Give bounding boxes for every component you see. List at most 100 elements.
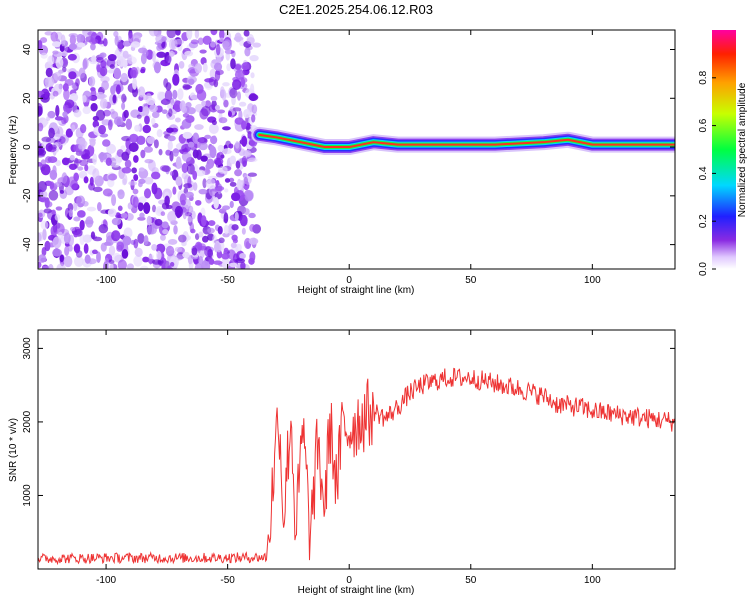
noise-blob bbox=[115, 212, 121, 219]
noise-blob bbox=[218, 166, 228, 174]
noise-blob bbox=[71, 124, 76, 132]
noise-blob bbox=[223, 247, 229, 253]
bottom-y-tick-label: 3000 bbox=[22, 337, 33, 360]
noise-blob bbox=[211, 119, 217, 126]
noise-blob bbox=[101, 80, 109, 91]
noise-blob bbox=[38, 181, 47, 193]
noise-blob bbox=[161, 165, 171, 173]
noise-blob bbox=[174, 38, 185, 45]
noise-blob bbox=[115, 84, 121, 95]
noise-blob bbox=[55, 56, 64, 69]
noise-blob bbox=[107, 69, 115, 74]
noise-blob bbox=[133, 255, 143, 267]
noise-blob bbox=[90, 231, 96, 240]
noise-blob bbox=[248, 237, 259, 245]
noise-blob bbox=[250, 72, 255, 79]
bottom-y-tick-label: 1000 bbox=[22, 484, 33, 507]
noise-blob bbox=[138, 178, 146, 185]
snr-frame bbox=[37, 329, 676, 570]
noise-blob bbox=[96, 56, 104, 63]
noise-blob bbox=[98, 124, 107, 135]
noise-blob bbox=[180, 199, 186, 206]
noise-blob bbox=[102, 38, 108, 47]
noise-blob bbox=[182, 251, 190, 259]
noise-blob bbox=[61, 50, 68, 57]
noise-blob bbox=[110, 156, 121, 163]
noise-blob bbox=[114, 49, 121, 58]
noise-blob bbox=[69, 154, 75, 161]
noise-blob bbox=[167, 210, 177, 223]
noise-blob bbox=[218, 237, 225, 244]
noise-blob bbox=[143, 188, 152, 199]
noise-blob bbox=[246, 37, 255, 45]
noise-blob bbox=[68, 43, 77, 50]
noise-blob bbox=[108, 245, 116, 256]
noise-blob bbox=[59, 254, 64, 263]
noise-blob bbox=[107, 178, 115, 188]
noise-blob bbox=[95, 91, 105, 100]
noise-blob bbox=[124, 159, 132, 169]
top-x-ticks: -100 -50 0 50 100 bbox=[96, 30, 601, 286]
noise-blob bbox=[64, 104, 69, 110]
noise-blob bbox=[146, 225, 155, 235]
noise-blob bbox=[90, 102, 98, 112]
noise-blob bbox=[156, 44, 162, 52]
noise-blob bbox=[100, 76, 110, 83]
noise-blob bbox=[172, 147, 179, 157]
noise-blob bbox=[182, 83, 191, 91]
noise-blob bbox=[241, 135, 248, 147]
noise-blob bbox=[132, 77, 138, 90]
noise-blob bbox=[40, 220, 49, 230]
noise-blob bbox=[73, 244, 80, 253]
noise-blob bbox=[208, 123, 219, 135]
noise-blob bbox=[249, 223, 256, 232]
noise-blob bbox=[68, 163, 78, 170]
noise-blob bbox=[154, 218, 163, 226]
noise-blob bbox=[161, 109, 168, 114]
noise-blob bbox=[128, 142, 139, 153]
noise-blob bbox=[172, 73, 180, 86]
noise-blob bbox=[83, 243, 89, 254]
noise-blob bbox=[165, 82, 172, 91]
noise-blob bbox=[123, 109, 129, 119]
noise-blob bbox=[143, 146, 153, 153]
noise-blob bbox=[83, 176, 89, 184]
noise-blob bbox=[106, 143, 117, 154]
noise-blob bbox=[99, 98, 108, 109]
noise-blob bbox=[117, 55, 126, 67]
noise-blob bbox=[153, 139, 159, 149]
noise-blob bbox=[187, 216, 193, 223]
noise-blob bbox=[190, 39, 199, 45]
noise-blob bbox=[38, 105, 43, 116]
bottom-x-ticks: -100 -50 0 50 100 bbox=[96, 330, 601, 586]
noise-blob bbox=[42, 228, 47, 241]
noise-blob bbox=[166, 30, 177, 39]
noise-blob bbox=[234, 64, 242, 70]
noise-blob bbox=[84, 254, 91, 264]
noise-blob bbox=[151, 50, 156, 63]
noise-blob bbox=[195, 233, 200, 241]
noise-blob bbox=[140, 265, 149, 269]
spectrogram-frame bbox=[37, 29, 676, 270]
noise-blob bbox=[86, 206, 97, 212]
noise-blob bbox=[142, 124, 151, 134]
noise-blob bbox=[78, 173, 85, 178]
noise-blob bbox=[89, 38, 99, 45]
noise-blob bbox=[244, 191, 254, 202]
noise-blob bbox=[158, 148, 163, 156]
noise-blob bbox=[134, 247, 143, 257]
noise-blob bbox=[38, 232, 42, 243]
noise-blob bbox=[40, 164, 51, 176]
noise-blob bbox=[241, 62, 250, 71]
top-x-tick-label: -50 bbox=[220, 275, 235, 286]
noise-blob bbox=[78, 67, 86, 79]
noise-blob bbox=[241, 156, 247, 168]
noise-blob bbox=[152, 111, 160, 119]
noise-blob bbox=[69, 92, 79, 102]
noise-blob bbox=[98, 152, 108, 161]
noise-blob bbox=[73, 201, 78, 212]
noise-blob bbox=[92, 186, 103, 193]
noise-blob bbox=[96, 64, 101, 73]
noise-blob bbox=[169, 256, 179, 269]
noise-blob bbox=[194, 30, 200, 39]
